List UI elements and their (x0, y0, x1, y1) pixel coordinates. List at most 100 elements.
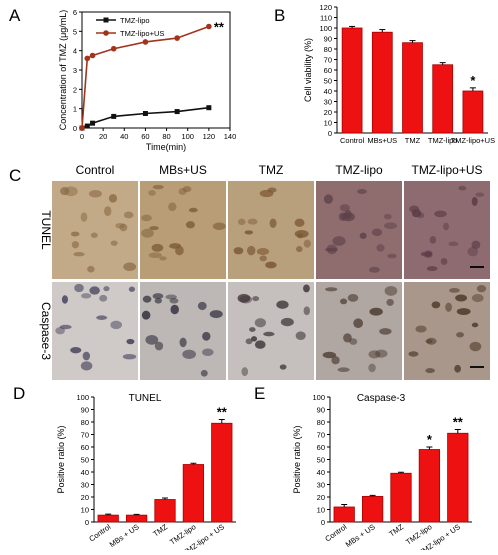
cell-blob (188, 207, 198, 213)
cell-blob (178, 188, 187, 195)
y-tick-label: 30 (81, 481, 89, 490)
cell-blob (159, 256, 167, 261)
cell-blob (279, 364, 287, 370)
cell-blob (182, 185, 192, 193)
cell-blob (349, 338, 358, 345)
cell-blob (59, 324, 72, 330)
cell-blob (426, 266, 438, 272)
y-axis-label: Positive ratio (%) (56, 425, 66, 493)
cell-blob (212, 222, 226, 231)
bar (97, 514, 119, 523)
cell-blob (96, 315, 108, 320)
x-tick-label: MBs + US (344, 522, 377, 549)
x-tick-label: Control (340, 136, 365, 145)
data-point (89, 52, 96, 59)
bar (390, 472, 412, 523)
cell-blob (303, 239, 311, 248)
cell-blob (142, 295, 152, 303)
cell-blob (386, 298, 394, 306)
cell-blob (154, 341, 164, 351)
cell-blob (276, 300, 289, 309)
x-tick-label: 40 (120, 132, 128, 141)
x-tick-label: 120 (203, 132, 216, 141)
cell-blob (259, 255, 267, 262)
cell-blob (303, 284, 310, 293)
y-tick-label: 0 (73, 124, 77, 133)
y-tick-label: 0 (85, 518, 89, 527)
cell-blob (81, 293, 92, 299)
cell-blob (141, 214, 152, 222)
cell-blob (82, 351, 91, 361)
cell-blob (368, 363, 376, 373)
cell-blob (323, 194, 333, 204)
cell-blob (154, 297, 162, 304)
cell-blob (267, 187, 277, 193)
x-tick-label: 100 (181, 132, 194, 141)
cell-blob (265, 261, 277, 269)
data-point (174, 109, 180, 115)
cell-blob (148, 252, 162, 259)
bar (333, 506, 355, 523)
cell-blob (245, 338, 253, 345)
cell-blob (149, 226, 159, 231)
series-line-0 (81, 106, 209, 129)
x-tick-label: TMZ-lipo (428, 136, 458, 145)
cell-blob (431, 301, 441, 309)
y-tick-label: 50 (317, 456, 325, 465)
cell-blob (322, 351, 337, 359)
y-tick-label: 120 (319, 3, 332, 12)
column-heading: TMZ (259, 163, 284, 177)
column-heading: TMZ-lipo+US (411, 163, 482, 177)
y-tick-label: 90 (324, 35, 332, 44)
cell-blob (471, 322, 479, 328)
y-tick-label: 6 (73, 8, 77, 17)
y-tick-label: 10 (81, 506, 89, 515)
cell-blob (347, 293, 359, 302)
cell-blob (197, 301, 207, 311)
cell-blob (458, 185, 467, 191)
y-tick-label: 60 (324, 66, 332, 75)
data-point (84, 123, 90, 129)
y-tick-label: 100 (312, 393, 325, 402)
significance-mark: ** (217, 405, 228, 420)
cell-blob (325, 287, 338, 292)
cell-blob (152, 293, 164, 300)
cell-blob (247, 245, 256, 256)
cell-blob (475, 192, 485, 197)
x-tick-label: TMZ-lipo+US (451, 136, 495, 145)
cell-blob (296, 233, 304, 239)
cell-blob (443, 222, 450, 231)
cell-blob (448, 241, 459, 247)
bar (125, 514, 148, 523)
cell-blob (175, 245, 184, 256)
cell-blob (80, 212, 88, 222)
cell-blob (90, 232, 98, 238)
cell-blob (471, 196, 478, 206)
y-tick-label: 40 (324, 87, 332, 96)
cell-blob (202, 348, 214, 357)
cell-blob (471, 294, 484, 303)
cell-blob (249, 327, 256, 332)
y-tick-label: 1 (73, 105, 77, 114)
cell-blob (165, 294, 177, 300)
significance-mark: ** (453, 415, 464, 430)
cell-blob (55, 327, 65, 335)
cell-blob (296, 245, 303, 253)
cell-blob (148, 189, 156, 196)
cell-blob (115, 222, 125, 229)
cell-blob (88, 189, 102, 198)
cell-blob (294, 218, 305, 227)
column-heading: Control (76, 163, 115, 177)
cell-blob (449, 287, 460, 293)
y-tick-label: 40 (317, 468, 325, 477)
cell-blob (425, 339, 433, 344)
y-tick-label: 70 (324, 56, 332, 65)
y-tick-label: 30 (317, 481, 325, 490)
y-tick-label: 60 (81, 443, 89, 452)
y-tick-label: 40 (81, 468, 89, 477)
cell-blob (169, 298, 179, 304)
cell-blob (254, 340, 266, 349)
bar (211, 422, 233, 523)
cell-blob (353, 318, 364, 329)
cell-blob (417, 212, 425, 219)
